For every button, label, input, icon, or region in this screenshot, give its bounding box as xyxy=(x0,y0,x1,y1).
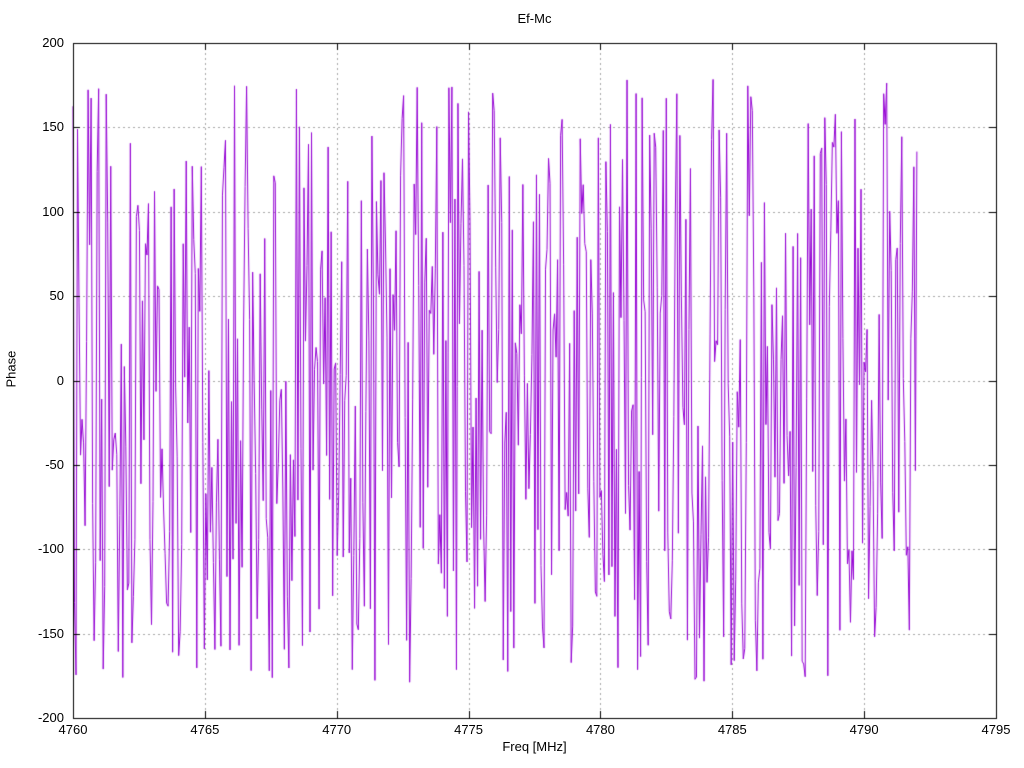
x-tick-label: 4770 xyxy=(322,722,352,737)
y-tick-label: 50 xyxy=(49,288,64,304)
y-tick-label: -150 xyxy=(37,625,64,641)
x-tick-label: 4790 xyxy=(849,722,879,737)
x-tick-label: 4765 xyxy=(190,722,220,737)
x-axis-label: Freq [MHz] xyxy=(502,739,567,754)
y-tick-label: 200 xyxy=(42,35,64,50)
x-tick-label: 4775 xyxy=(454,722,484,737)
chart-title: Ef-Mc xyxy=(517,11,552,26)
y-tick-label: 150 xyxy=(42,119,64,135)
y-tick-label: 0 xyxy=(56,372,64,388)
x-tick-label: 4760 xyxy=(58,722,88,737)
x-tick-label: 4785 xyxy=(717,722,747,737)
x-tick-label: 4795 xyxy=(981,722,1011,737)
x-tick-label: 4780 xyxy=(585,722,615,737)
y-tick-label: -200 xyxy=(37,710,64,725)
y-tick-label: -100 xyxy=(37,541,64,557)
y-tick-label: -50 xyxy=(45,456,64,472)
y-tick-label: 100 xyxy=(42,203,64,219)
